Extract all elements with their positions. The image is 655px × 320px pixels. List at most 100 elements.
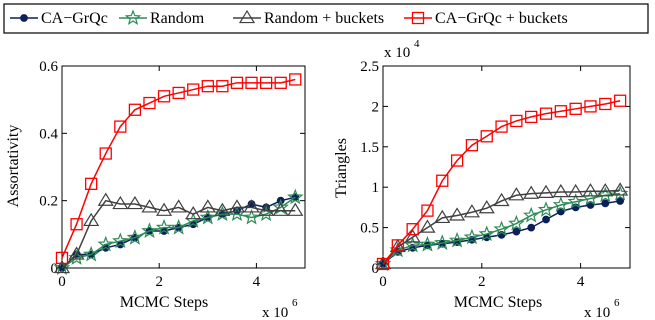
assortativity-point-ca-grqc-buckets [114,120,127,133]
assortativity-x-multiplier-exp: 6 [292,297,298,309]
triangles-point-random [493,220,510,237]
triangles-point-random [537,201,555,217]
triangles-point-ca-grqc-buckets [436,174,449,187]
triangles-point-random-buckets [537,184,555,199]
triangles-ytick-label: 1.5 [360,140,379,156]
assortativity-point-random-buckets [272,202,289,216]
triangles-point-ca-grqc-buckets [613,94,627,107]
triangles-point-ca-grqc-buckets [539,107,553,120]
legend-label: Random + buckets [264,10,384,27]
triangles-point-random-buckets [374,255,392,270]
assortativity-point-ca-grqc-buckets [274,76,287,89]
triangles-y-multiplier: x 10 [384,45,410,61]
triangles-xtick-label: 0 [379,274,387,290]
triangles-plot-area [382,65,631,269]
assortativity-point-random-buckets [243,199,260,213]
triangles-point-ca-grqc [601,199,610,208]
assortativity-point-random-buckets [287,202,304,216]
assortativity-ytick-label: 0 [51,261,59,277]
assortativity-point-random-buckets [83,212,100,227]
triangles-ytick-label: 1 [372,180,380,196]
assortativity-point-ca-grqc-buckets [157,90,171,103]
assortativity-x-multiplier: x 10 [262,305,288,320]
triangles-series-line-random-buckets [382,189,621,265]
assortativity-point-random [97,235,114,252]
assortativity-point-ca-grqc-buckets [187,83,200,96]
assortativity-point-random-buckets [126,195,143,210]
triangles-point-random-buckets [612,182,629,196]
triangles-ytick-label: 0.5 [360,221,379,237]
assortativity-point-ca-grqc-buckets [230,76,244,89]
assortativity-ytick-label: 0.4 [39,126,58,142]
triangles-point-ca-grqc-buckets [450,154,464,167]
triangles-xtick-label: 2 [478,274,486,290]
triangles-x-multiplier: x 10 [584,305,610,320]
assortativity-point-random [170,218,187,235]
triangles-xlabel: MCMC Steps [454,294,542,311]
triangles-ytick-label: 2.5 [360,59,379,75]
triangles-point-random-buckets [449,207,466,221]
triangles-point-ca-grqc-buckets [584,100,597,113]
assortativity-point-ca-grqc-buckets [70,218,83,231]
triangles-point-random [522,206,540,223]
triangles-point-ca-grqc [616,197,625,205]
assortativity-point-random [243,208,260,225]
assortativity-chart: 0 0.2 0.4 0.6 0 2 4 Assortativity MCMC Steps x… [5,59,306,320]
assortativity-point-ca-grqc-buckets [259,76,273,89]
triangles-point-random [463,228,481,245]
triangles-y-multiplier-exp: 4 [414,38,420,50]
triangles-point-random-buckets [597,183,614,197]
triangles-point-random-buckets [463,204,480,218]
triangles-point-random-buckets [404,229,421,243]
assortativity-point-random-buckets [258,202,275,216]
triangles-ylabel: Triangles [333,138,350,198]
assortativity-point-random-buckets [68,246,85,260]
assortativity-point-random-buckets [141,199,158,213]
triangles-point-random [552,196,570,212]
assortativity-xlabel: MCMC Steps [120,294,208,311]
triangles-point-ca-grqc [512,227,521,236]
assortativity-point-ca-grqc-buckets [99,147,112,160]
triangles-point-ca-grqc-buckets [465,139,479,152]
triangles-point-random-buckets [523,185,540,199]
assortativity-point-random-buckets [170,199,187,213]
assortativity-ytick-label: 0.6 [39,59,58,75]
assortativity-point-random-buckets [228,199,246,213]
assortativity-point-random-buckets [97,192,114,206]
legend: CA−GrQc Random Random + buckets CA−GrQc + b… [3,3,649,34]
triangles-point-random [567,193,584,209]
triangles-point-random-buckets [493,192,510,207]
assortativity-point-random-buckets [155,202,173,216]
triangles-x-multiplier-exp: 6 [614,297,620,309]
triangles-point-ca-grqc-buckets [510,114,523,128]
triangles-point-ca-grqc-buckets [406,223,419,236]
assortativity-point-ca-grqc-buckets [55,251,69,265]
triangles-point-ca-grqc [542,215,550,224]
triangles-point-random-buckets [582,183,599,197]
triangles-xtick-label: 4 [577,274,585,290]
triangles-point-random [478,225,495,242]
assortativity-point-random [126,229,144,245]
legend-label: CA−GrQc + buckets [435,10,568,27]
assortativity-point-random [82,245,100,262]
legend-marker-star [124,9,142,26]
assortativity-point-random-buckets [53,259,71,274]
triangles-point-random [448,231,466,248]
legend-label: CA−GrQc [41,10,108,27]
triangles-point-ca-grqc-buckets [391,239,404,252]
assortativity-xtick-label: 2 [155,274,163,290]
assortativity-point-random [287,188,304,205]
triangles-point-random-buckets [552,183,569,198]
legend-marker-square [411,11,425,25]
triangles-point-random-buckets [508,187,525,201]
assortativity-point-random-buckets [112,195,129,210]
assortativity-point-ca-grqc-buckets [216,80,229,93]
assortativity-point-random-buckets [185,205,202,220]
assortativity-point-ca-grqc-buckets [172,86,185,100]
assortativity-point-ca-grqc-buckets [289,73,302,86]
triangles-point-random-buckets [389,238,406,253]
assortativity-ylabel: Assortativity [5,125,22,208]
legend-label: Random [150,10,205,27]
assortativity-point-random [199,208,217,225]
